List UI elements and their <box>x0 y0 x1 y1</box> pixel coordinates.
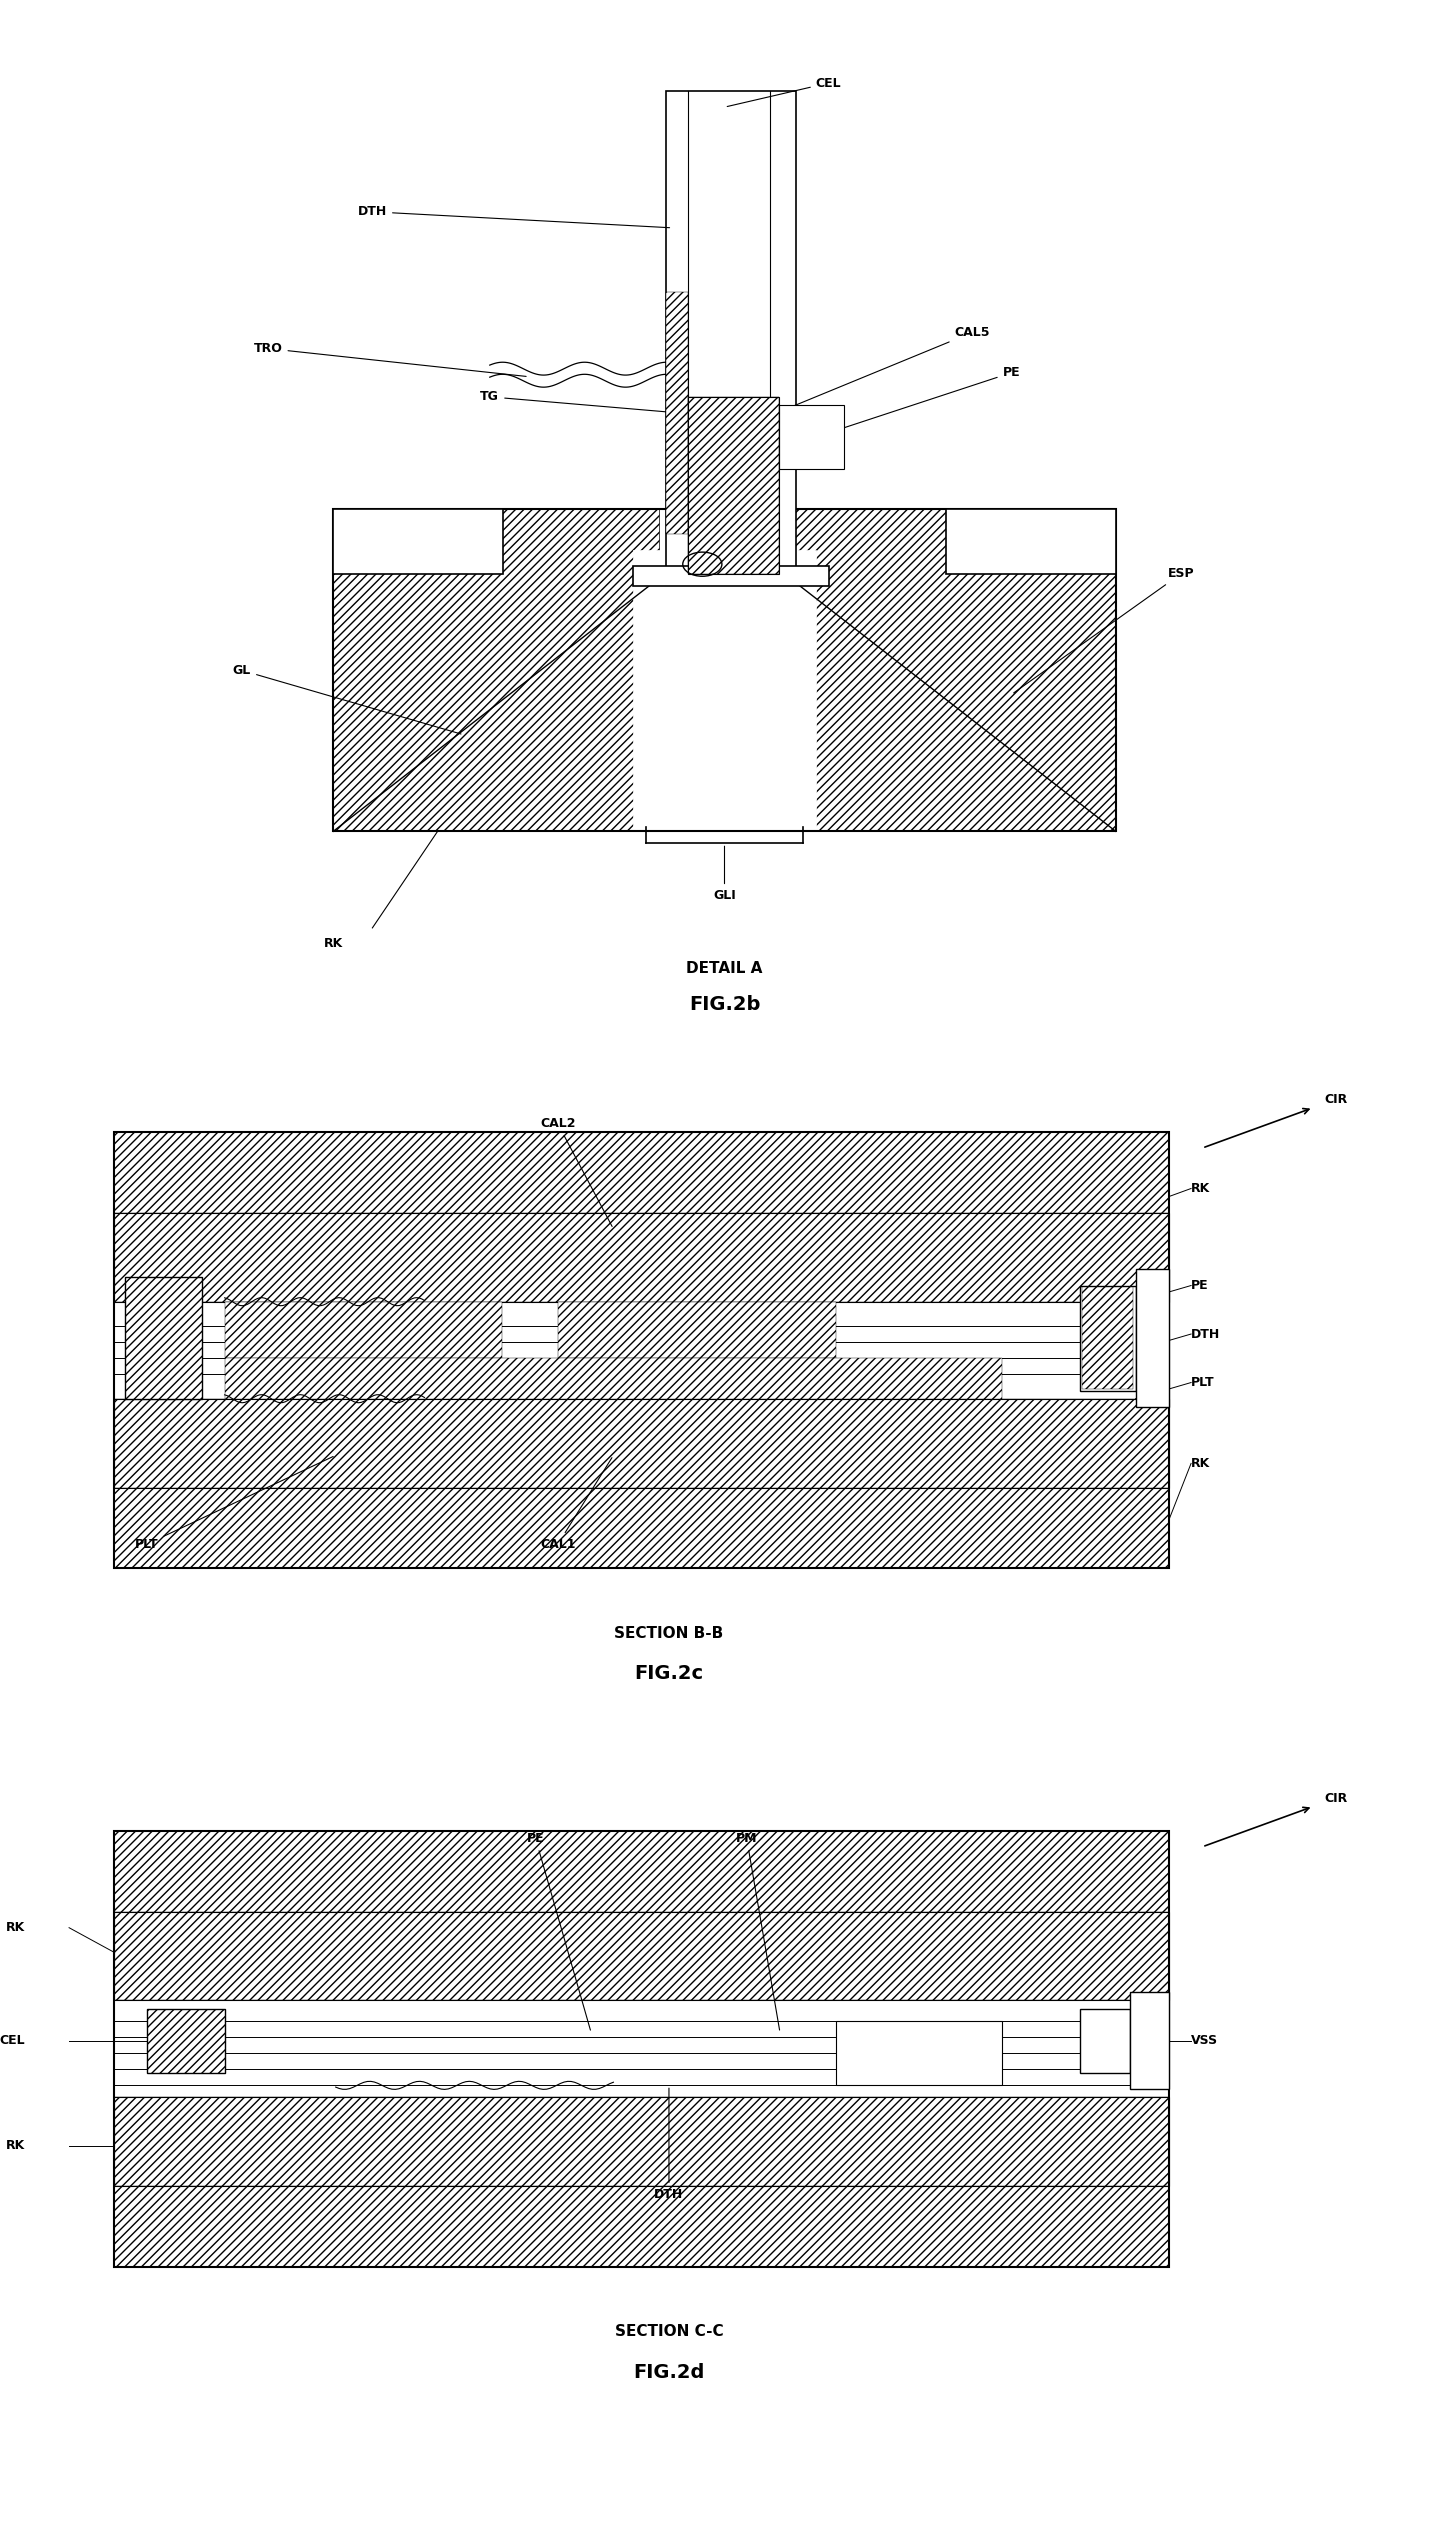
Bar <box>113 1486 1169 1568</box>
Bar <box>113 1131 1169 1568</box>
Bar <box>333 511 503 574</box>
Text: GL: GL <box>233 663 461 734</box>
Text: CIR: CIR <box>1324 1791 1348 1804</box>
Bar <box>688 396 780 574</box>
Text: DTH: DTH <box>1191 1326 1220 1342</box>
Bar <box>667 292 688 534</box>
Text: DETAIL A: DETAIL A <box>687 960 762 976</box>
Bar <box>780 404 845 470</box>
Bar <box>113 1830 1169 2267</box>
Bar <box>225 1359 1003 1398</box>
Bar <box>1080 1286 1136 1390</box>
Text: DTH: DTH <box>655 2089 684 2201</box>
Text: PLT: PLT <box>1191 1377 1214 1390</box>
Bar <box>146 2007 225 2073</box>
Bar <box>113 1398 1169 1486</box>
Bar <box>113 2096 1169 2185</box>
Bar <box>113 1131 1169 1212</box>
Bar <box>113 1911 1169 2000</box>
Bar <box>113 1398 1169 1486</box>
Text: PE: PE <box>1191 1278 1208 1291</box>
Text: SECTION C-C: SECTION C-C <box>614 2325 723 2340</box>
Bar <box>113 1911 1169 2185</box>
Text: DTH: DTH <box>358 206 669 229</box>
Bar <box>146 2007 225 2073</box>
Bar <box>836 2020 1003 2086</box>
Text: FIG.2b: FIG.2b <box>688 996 761 1014</box>
Text: PM: PM <box>736 1832 780 2030</box>
Bar <box>633 549 816 831</box>
Text: CEL: CEL <box>727 76 842 107</box>
Bar <box>667 91 797 574</box>
Text: CAL2: CAL2 <box>540 1118 611 1227</box>
Bar <box>688 396 780 574</box>
Bar <box>113 2096 1169 2185</box>
Text: CAL1: CAL1 <box>540 1459 611 1550</box>
Text: RK: RK <box>323 938 343 950</box>
Bar <box>946 511 1116 574</box>
Bar <box>633 567 829 587</box>
Text: VSS: VSS <box>1191 2035 1219 2048</box>
Bar <box>113 2185 1169 2267</box>
Bar <box>113 1212 1169 1301</box>
Bar <box>113 1911 1169 2000</box>
Text: RK: RK <box>1191 1456 1210 1469</box>
Bar <box>1082 1288 1133 1390</box>
Text: CEL: CEL <box>0 2035 25 2048</box>
Bar <box>113 1212 1169 1301</box>
Bar <box>333 511 1116 831</box>
Text: PLT: PLT <box>135 1456 333 1550</box>
Bar <box>125 1278 203 1398</box>
Text: ESP: ESP <box>1014 567 1194 694</box>
Text: PE: PE <box>819 366 1020 437</box>
Text: TG: TG <box>480 391 677 412</box>
Bar <box>113 1830 1169 1911</box>
Text: CAL5: CAL5 <box>780 325 990 412</box>
Text: GLI: GLI <box>713 846 736 902</box>
Text: SECTION B-B: SECTION B-B <box>614 1626 723 1641</box>
Text: RK: RK <box>1191 1182 1210 1194</box>
Text: PE: PE <box>527 1832 590 2030</box>
Bar <box>558 1301 836 1359</box>
Bar <box>1130 1992 1169 2089</box>
Bar <box>113 1212 1169 1486</box>
Text: TRO: TRO <box>254 343 526 376</box>
Bar <box>1136 1270 1169 1408</box>
Bar <box>225 1301 503 1359</box>
Text: RK: RK <box>6 2140 25 2152</box>
Text: FIG.2d: FIG.2d <box>633 2363 704 2381</box>
Bar <box>1080 2007 1130 2073</box>
Bar <box>125 1278 203 1398</box>
Text: RK: RK <box>6 1921 25 1934</box>
Text: CIR: CIR <box>1324 1093 1348 1105</box>
Bar <box>333 511 659 831</box>
Text: FIG.2c: FIG.2c <box>635 1664 704 1682</box>
Bar <box>790 511 1116 831</box>
